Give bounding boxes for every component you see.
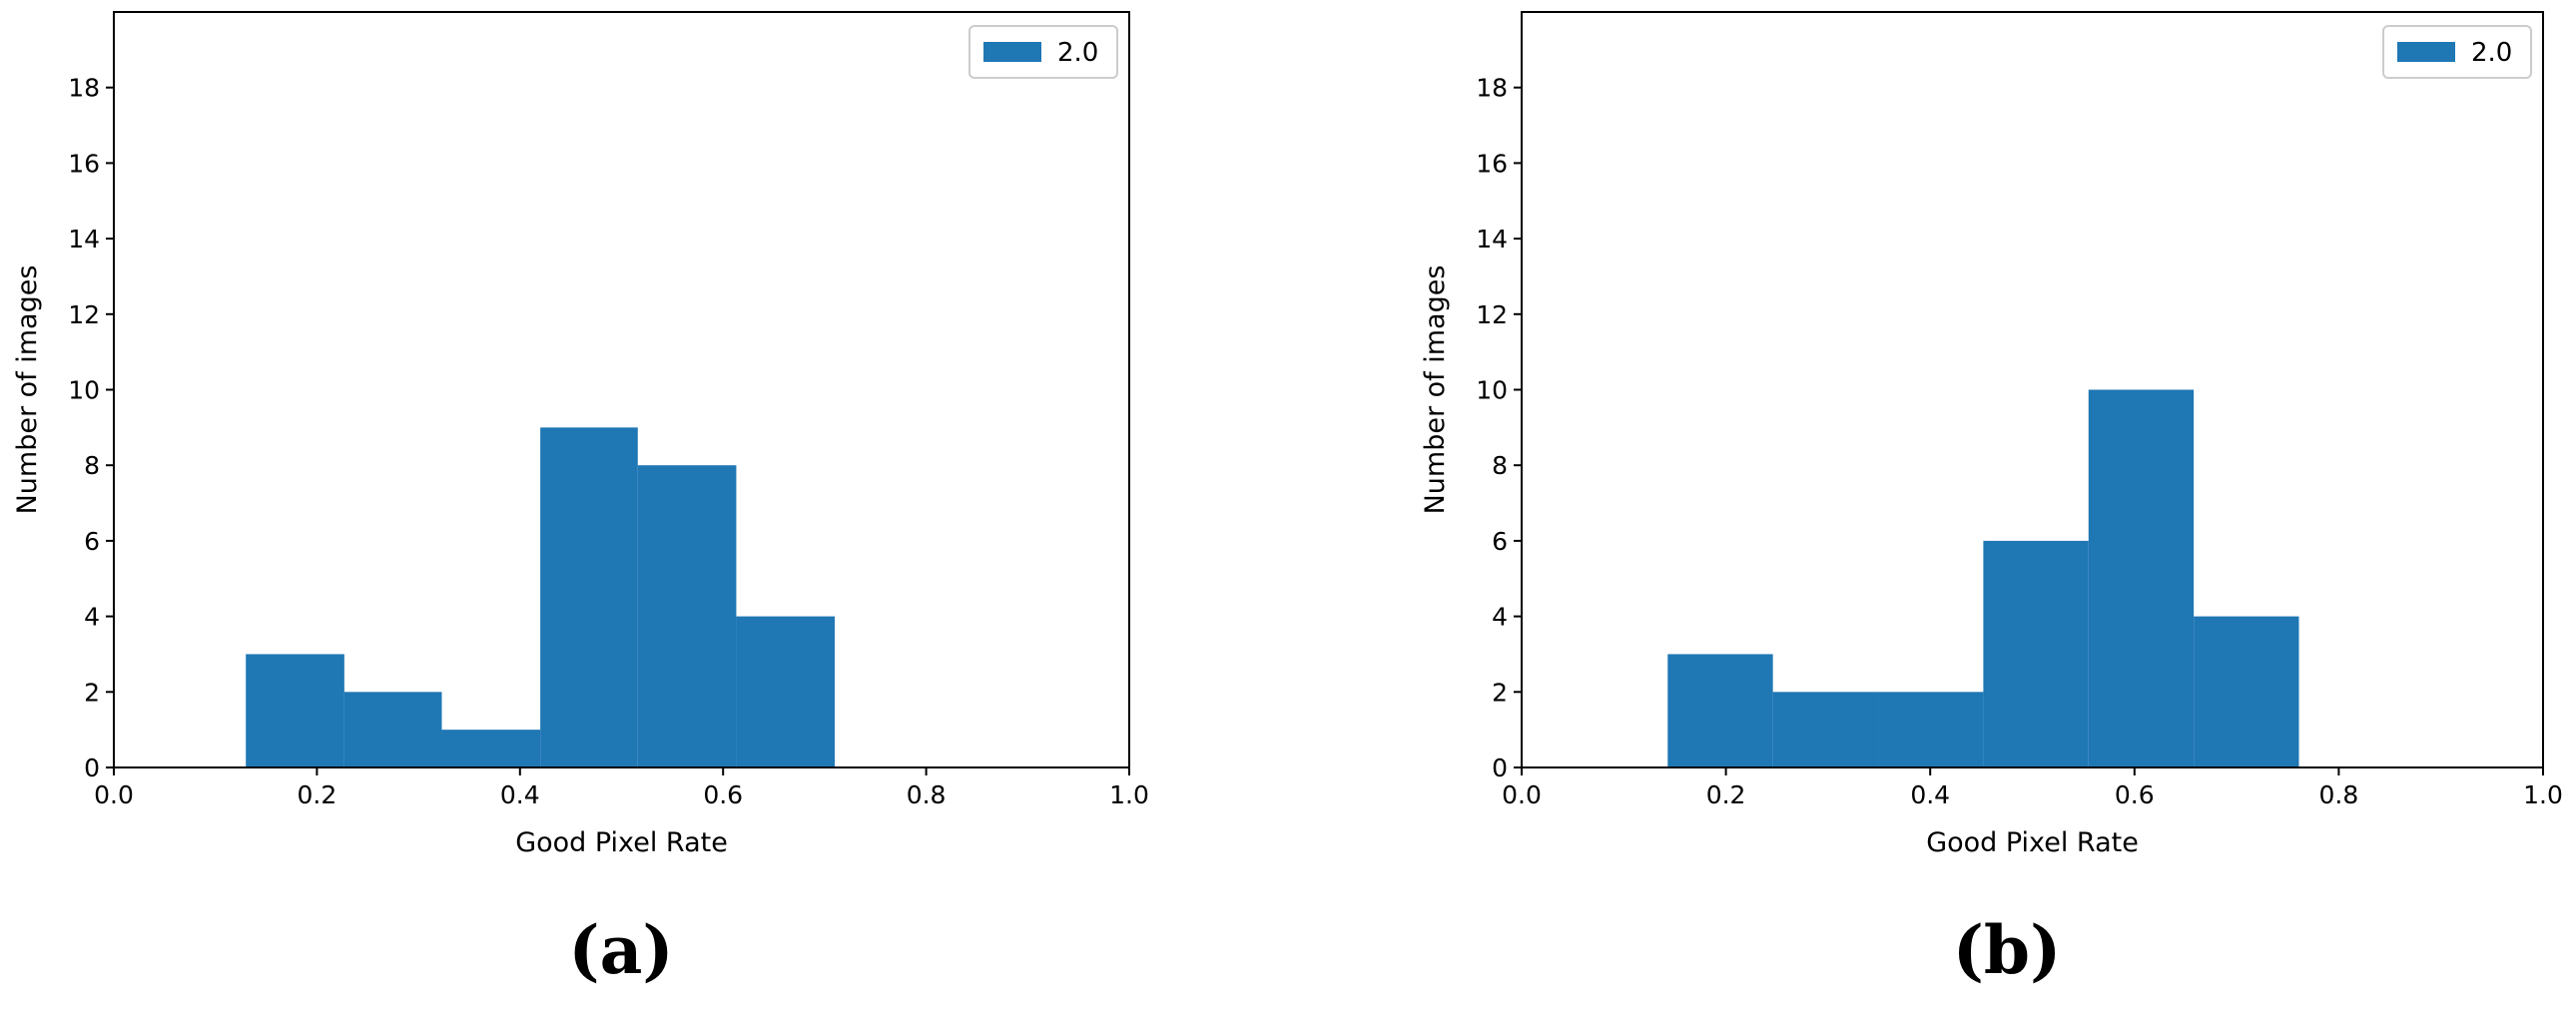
y-tick-label: 16: [68, 149, 100, 178]
y-tick-label: 16: [1476, 149, 1508, 178]
y-tick-label: 10: [1476, 376, 1508, 405]
y-tick-label: 8: [84, 451, 100, 480]
histogram-bar: [1983, 540, 2089, 767]
histogram-bar: [2088, 389, 2195, 767]
y-tick-label: 12: [1476, 300, 1508, 329]
y-tick-label: 6: [84, 527, 100, 556]
histogram-bar: [1772, 692, 1879, 767]
histogram-bar: [441, 730, 541, 767]
y-tick-label: 18: [1476, 74, 1508, 103]
x-tick-label: 0.4: [500, 780, 540, 809]
y-tick-label: 0: [1492, 754, 1508, 782]
y-tick-label: 18: [68, 74, 100, 103]
y-tick-label: 0: [84, 754, 100, 782]
histogram-bar: [2194, 616, 2299, 767]
histogram-bar: [246, 654, 344, 767]
x-tick-label: 0.2: [1706, 780, 1746, 809]
x-tick-label: 0.6: [2115, 780, 2155, 809]
x-tick-label: 0.6: [703, 780, 743, 809]
y-tick-label: 2: [1492, 678, 1508, 707]
y-tick-label: 2: [84, 678, 100, 707]
y-tick-label: 10: [68, 376, 100, 405]
x-tick-label: 0.8: [2319, 780, 2359, 809]
y-tick-label: 4: [84, 603, 100, 632]
x-tick-label: 0.2: [298, 780, 337, 809]
histogram-bar: [1878, 692, 1984, 767]
y-tick-label: 12: [68, 300, 100, 329]
x-tick-label: 0.4: [1910, 780, 1950, 809]
legend-box: [968, 25, 1118, 79]
y-tick-label: 14: [1476, 225, 1508, 253]
panel-label: (a): [568, 911, 673, 989]
y-tick-label: 8: [1492, 451, 1508, 480]
histogram-bar: [1667, 654, 1773, 767]
x-axis-label: Good Pixel Rate: [515, 827, 728, 858]
y-axis-label: Number of images: [12, 265, 43, 515]
legend-swatch: [983, 42, 1041, 62]
y-tick-label: 4: [1492, 603, 1508, 632]
histogram-bar: [637, 465, 737, 767]
histogram-panel-a: 0.0 0.2 0.4 0.6 0.8 1.0 0 2 4 6 8 10 12 14 16 18 Good Pi…: [12, 11, 1149, 989]
x-tick-label: 0.0: [94, 780, 134, 809]
x-tick-label: 0.0: [1502, 780, 1542, 809]
y-axis-label: Number of images: [1420, 265, 1451, 515]
legend-swatch: [2397, 42, 2455, 62]
x-tick-label: 1.0: [2523, 780, 2563, 809]
histogram-bar: [736, 616, 836, 767]
x-axis-label: Good Pixel Rate: [1926, 827, 2139, 858]
x-tick-label: 0.8: [907, 780, 947, 809]
legend-box: [2382, 25, 2532, 79]
histogram-panel-b: 0.0 0.2 0.4 0.6 0.8 1.0 0 2 4 6 8 10 12 14 16 18 Good Pi…: [1420, 11, 2563, 989]
x-tick-label: 1.0: [1109, 780, 1149, 809]
legend-label: 2.0: [1057, 38, 1098, 68]
panel-label: (b): [1953, 911, 2062, 989]
y-tick-label: 6: [1492, 527, 1508, 556]
histogram-bar: [540, 427, 638, 767]
y-tick-label: 14: [68, 225, 100, 253]
legend-label: 2.0: [2471, 38, 2512, 68]
histogram-bar: [343, 692, 442, 767]
